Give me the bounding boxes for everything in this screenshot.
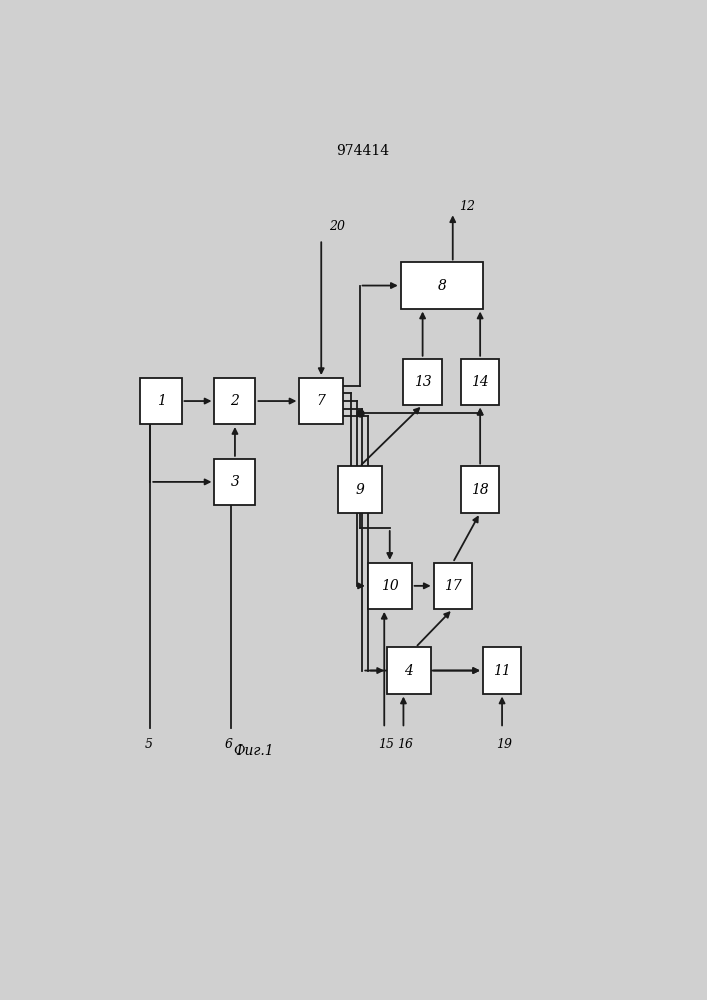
Text: 4: 4: [404, 664, 414, 678]
FancyBboxPatch shape: [483, 647, 521, 694]
Text: 3: 3: [230, 475, 240, 489]
Text: 19: 19: [496, 738, 513, 751]
FancyBboxPatch shape: [401, 262, 483, 309]
Text: 18: 18: [472, 483, 489, 497]
Text: 13: 13: [414, 375, 431, 389]
FancyBboxPatch shape: [299, 378, 343, 424]
Text: 2: 2: [230, 394, 240, 408]
Text: 5: 5: [145, 738, 153, 751]
Text: 6: 6: [225, 738, 233, 751]
FancyBboxPatch shape: [461, 466, 499, 513]
Text: 1: 1: [156, 394, 165, 408]
Text: 10: 10: [381, 579, 399, 593]
FancyBboxPatch shape: [214, 378, 255, 424]
Text: 16: 16: [397, 738, 413, 751]
FancyBboxPatch shape: [404, 359, 442, 405]
Text: Фиг.1: Фиг.1: [233, 744, 274, 758]
Text: 8: 8: [438, 279, 446, 293]
FancyBboxPatch shape: [338, 466, 382, 513]
Text: 20: 20: [329, 220, 345, 233]
Text: 14: 14: [472, 375, 489, 389]
FancyBboxPatch shape: [368, 563, 411, 609]
FancyBboxPatch shape: [433, 563, 472, 609]
Text: 17: 17: [444, 579, 462, 593]
Text: 974414: 974414: [336, 144, 389, 158]
Text: 9: 9: [355, 483, 364, 497]
Text: 7: 7: [317, 394, 326, 408]
FancyBboxPatch shape: [141, 378, 182, 424]
FancyBboxPatch shape: [461, 359, 499, 405]
Text: 11: 11: [493, 664, 511, 678]
FancyBboxPatch shape: [387, 647, 431, 694]
FancyBboxPatch shape: [214, 459, 255, 505]
Text: 12: 12: [460, 200, 475, 213]
Text: 15: 15: [378, 738, 394, 751]
